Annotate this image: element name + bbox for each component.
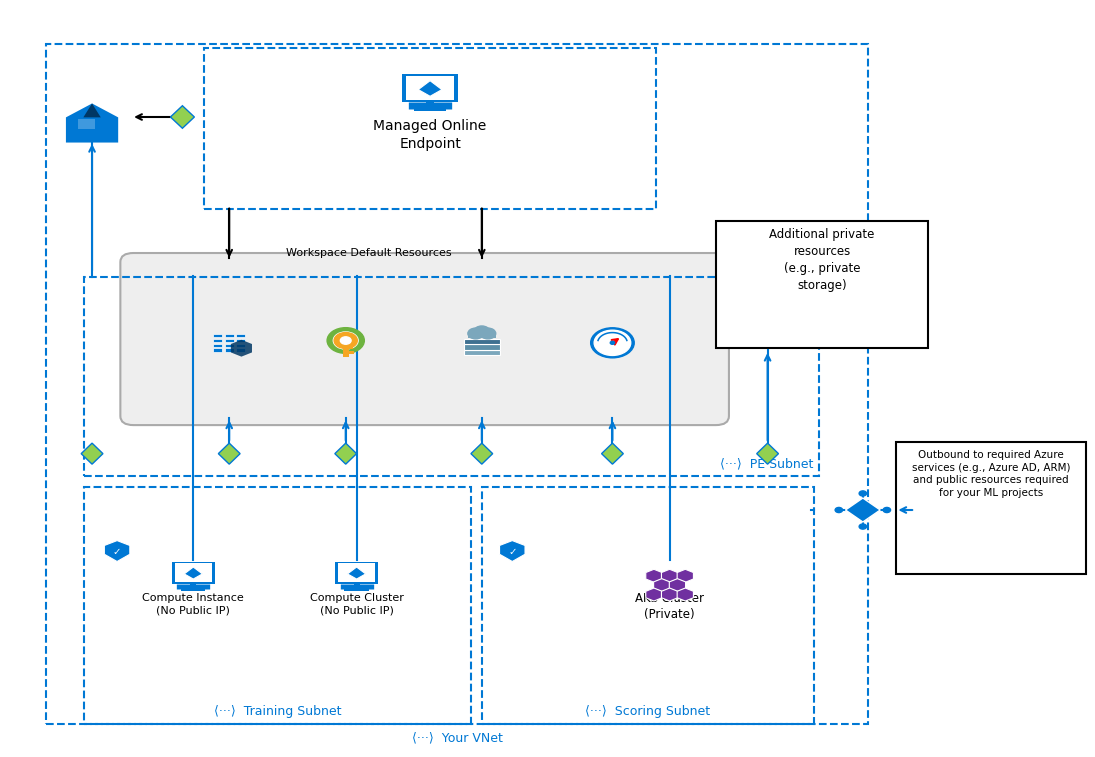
Bar	[716, 221, 929, 348]
Circle shape	[468, 328, 484, 339]
Circle shape	[333, 332, 358, 349]
Circle shape	[474, 326, 489, 337]
Bar	[414, 108, 446, 111]
Circle shape	[590, 328, 634, 358]
Circle shape	[480, 328, 496, 339]
Circle shape	[610, 341, 614, 344]
Bar	[46, 44, 868, 724]
Bar	[896, 442, 1086, 574]
Bar	[172, 562, 215, 584]
Bar	[175, 563, 211, 582]
Polygon shape	[757, 443, 779, 464]
Circle shape	[883, 507, 890, 512]
Bar	[214, 348, 222, 352]
Polygon shape	[184, 567, 203, 579]
Bar	[224, 338, 234, 342]
Polygon shape	[83, 104, 101, 117]
Text: ⟨···⟩  PE Subnet: ⟨···⟩ PE Subnet	[721, 457, 814, 470]
Polygon shape	[81, 443, 103, 464]
Text: ⟨···⟩  Training Subnet: ⟨···⟩ Training Subnet	[214, 706, 342, 718]
Circle shape	[860, 491, 866, 496]
Circle shape	[341, 337, 351, 344]
Circle shape	[334, 332, 357, 348]
Text: Additional private
resources
(e.g., private
storage): Additional private resources (e.g., priv…	[770, 228, 875, 292]
Polygon shape	[104, 540, 130, 562]
Bar	[214, 338, 222, 342]
Text: Compute Instance
(No Public IP): Compute Instance (No Public IP)	[142, 593, 244, 615]
Polygon shape	[418, 81, 442, 96]
Bar	[214, 334, 222, 337]
Bar	[406, 76, 453, 100]
Bar	[237, 334, 245, 337]
Polygon shape	[845, 498, 880, 522]
Bar	[402, 74, 459, 102]
Bar	[463, 350, 500, 356]
Bar	[237, 338, 245, 342]
Bar	[84, 488, 471, 724]
Text: Outbound to required Azure
services (e.g., Azure AD, ARM)
and public resources r: Outbound to required Azure services (e.g…	[911, 450, 1070, 498]
Polygon shape	[66, 104, 118, 142]
Polygon shape	[471, 443, 493, 464]
Bar	[224, 348, 234, 352]
Polygon shape	[499, 540, 525, 562]
Polygon shape	[79, 119, 95, 129]
Bar	[348, 351, 354, 354]
Bar	[463, 344, 500, 350]
Text: Compute Cluster
(No Public IP): Compute Cluster (No Public IP)	[310, 593, 404, 615]
Text: ✓: ✓	[113, 547, 122, 557]
Bar	[224, 344, 234, 347]
Bar	[84, 277, 819, 476]
Bar	[237, 348, 245, 352]
Text: ✓: ✓	[508, 547, 517, 557]
Polygon shape	[335, 443, 357, 464]
Bar	[482, 488, 814, 724]
Bar	[354, 584, 359, 589]
Bar	[343, 344, 348, 357]
Polygon shape	[347, 567, 366, 579]
Bar	[335, 562, 379, 584]
Text: AKS Cluster
(Private): AKS Cluster (Private)	[635, 592, 704, 621]
Text: Managed Online
Endpoint: Managed Online Endpoint	[373, 120, 486, 151]
Polygon shape	[601, 443, 623, 464]
Bar	[426, 102, 434, 109]
Bar	[468, 333, 496, 338]
Polygon shape	[218, 443, 240, 464]
Circle shape	[595, 330, 631, 356]
Text: Workspace Default Resources: Workspace Default Resources	[286, 248, 451, 258]
Bar	[224, 334, 234, 337]
Bar	[191, 584, 196, 589]
Text: ⟨···⟩  Your VNet: ⟨···⟩ Your VNet	[412, 732, 503, 745]
Bar	[348, 347, 353, 350]
Bar	[181, 588, 206, 590]
Bar	[463, 338, 500, 344]
Bar	[204, 48, 656, 210]
FancyBboxPatch shape	[120, 253, 729, 425]
Circle shape	[327, 328, 365, 354]
Bar	[237, 344, 245, 347]
Bar	[345, 588, 369, 590]
Polygon shape	[171, 106, 195, 128]
Text: ⟨···⟩  Scoring Subnet: ⟨···⟩ Scoring Subnet	[585, 706, 711, 718]
Bar	[214, 344, 222, 347]
Bar	[338, 563, 374, 582]
Circle shape	[835, 507, 842, 512]
Circle shape	[860, 524, 866, 529]
